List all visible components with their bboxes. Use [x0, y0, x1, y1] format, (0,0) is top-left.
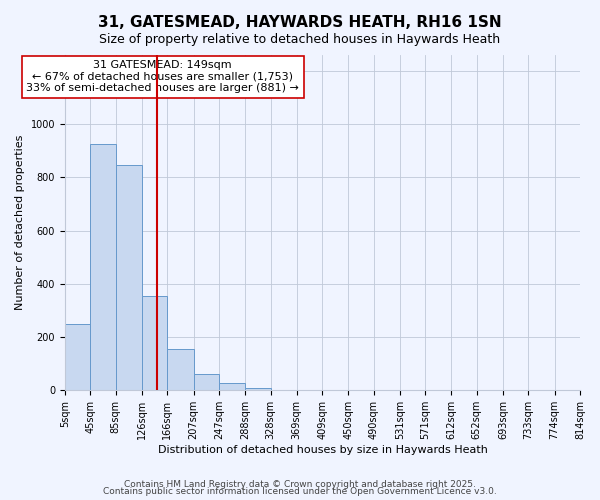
Bar: [219, 383, 245, 390]
Text: Contains public sector information licensed under the Open Government Licence v3: Contains public sector information licen…: [103, 487, 497, 496]
X-axis label: Distribution of detached houses by size in Haywards Heath: Distribution of detached houses by size …: [158, 445, 487, 455]
Bar: [91, 144, 116, 390]
Text: Contains HM Land Registry data © Crown copyright and database right 2025.: Contains HM Land Registry data © Crown c…: [124, 480, 476, 489]
Text: 31 GATESMEAD: 149sqm
← 67% of detached houses are smaller (1,753)
33% of semi-de: 31 GATESMEAD: 149sqm ← 67% of detached h…: [26, 60, 299, 93]
Y-axis label: Number of detached properties: Number of detached properties: [15, 135, 25, 310]
Text: Size of property relative to detached houses in Haywards Heath: Size of property relative to detached ho…: [100, 32, 500, 46]
Bar: [116, 166, 142, 390]
Bar: [167, 348, 194, 391]
Bar: [245, 388, 271, 390]
Bar: [194, 374, 219, 390]
Bar: [142, 296, 167, 390]
Bar: [65, 324, 91, 390]
Text: 31, GATESMEAD, HAYWARDS HEATH, RH16 1SN: 31, GATESMEAD, HAYWARDS HEATH, RH16 1SN: [98, 15, 502, 30]
